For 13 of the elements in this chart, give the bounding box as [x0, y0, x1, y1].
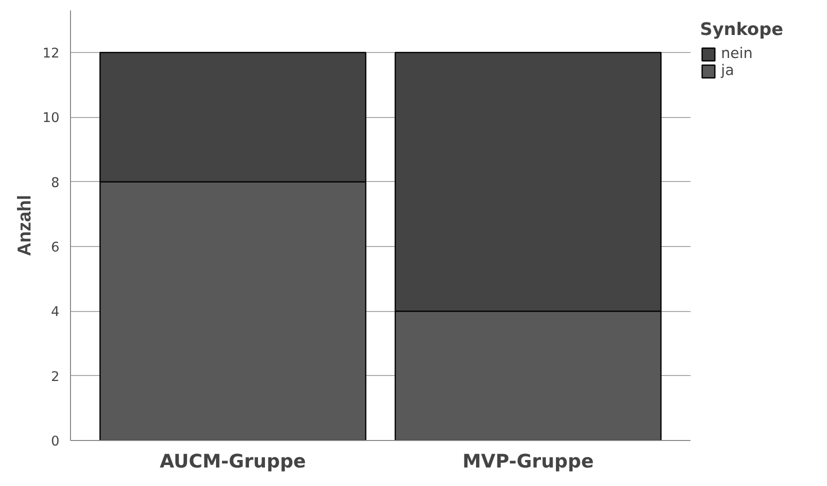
- y-tick-label: 10: [42, 111, 60, 126]
- legend-label: nein: [721, 45, 753, 62]
- y-tick-label: 12: [42, 46, 60, 62]
- y-tick-label: 8: [51, 176, 60, 191]
- y-tick-label: 0: [51, 434, 60, 450]
- legend-label: ja: [721, 62, 736, 79]
- y-tick-label: 4: [51, 305, 60, 320]
- y-axis-title: Anzahl: [14, 194, 35, 256]
- x-tick-label: AUCM-Gruppe: [160, 452, 306, 472]
- y-tick-label: 2: [51, 370, 60, 385]
- legend-title: Synkope: [700, 20, 784, 40]
- x-tick-label: MVP-Gruppe: [462, 452, 594, 472]
- y-tick-label: 6: [51, 240, 60, 256]
